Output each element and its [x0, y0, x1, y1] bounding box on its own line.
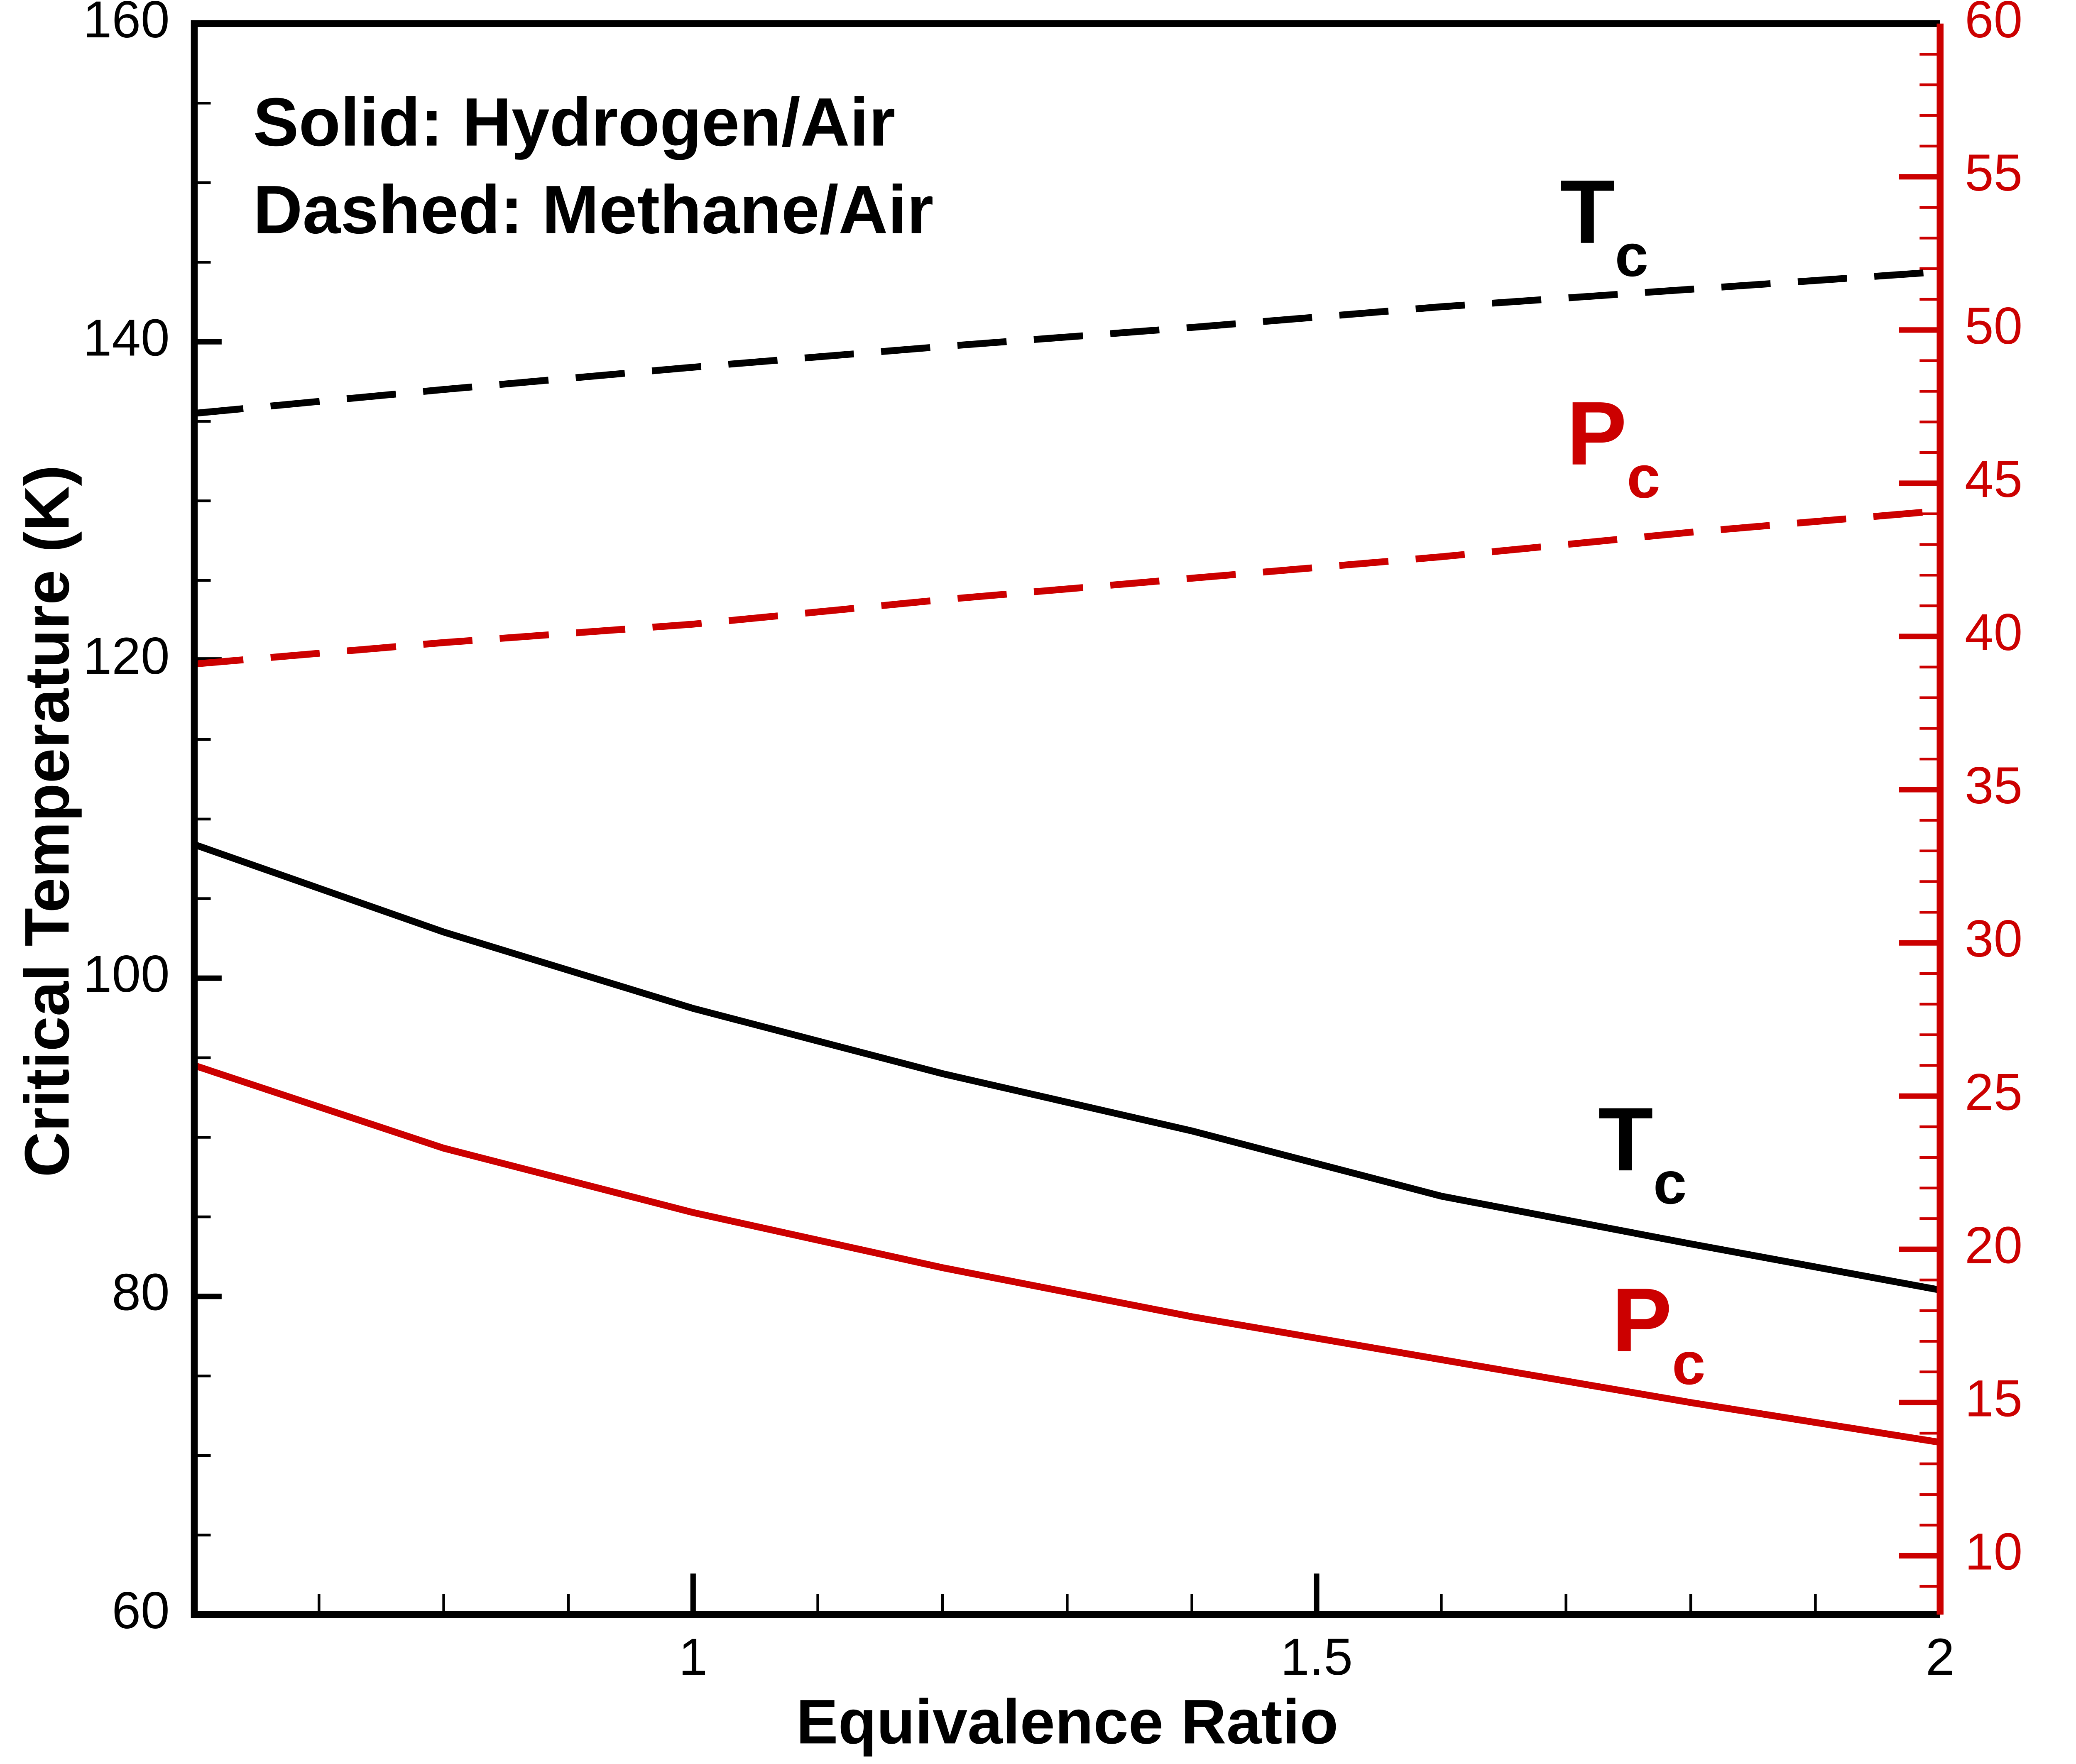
line-series — [193, 1062, 1941, 1446]
curve-label-main: T — [1598, 1089, 1653, 1190]
y2-tick-label: 45 — [1965, 450, 2022, 508]
y2-tick-label: 40 — [1965, 603, 2022, 661]
line-series — [194, 507, 1941, 668]
curve-label: Pc — [1567, 383, 1660, 511]
line-series — [193, 841, 1941, 1294]
y2-tick-label: 60 — [1965, 0, 2022, 49]
y-tick-label: 120 — [83, 627, 170, 685]
y2-tick-label: 30 — [1965, 910, 2022, 968]
curve-label-sub: c — [1627, 443, 1660, 511]
annotation: Dashed: Methane/Air — [253, 171, 934, 248]
x-axis-title: Equivalence Ratio — [796, 1687, 1338, 1757]
y-tick-label: 100 — [83, 945, 170, 1003]
curve-label: Tc — [1560, 161, 1648, 289]
curve-label-sub: c — [1672, 1330, 1706, 1397]
curve-label: Tc — [1598, 1089, 1687, 1217]
y2-tick-label: 10 — [1965, 1522, 2022, 1581]
x-tick-label: 1 — [678, 1628, 708, 1686]
y-tick-label: 80 — [112, 1263, 169, 1321]
y-tick-label: 140 — [83, 308, 170, 367]
line-series — [194, 268, 1941, 417]
y2-tick-label: 55 — [1965, 144, 2022, 202]
x-tick-label: 1.5 — [1280, 1628, 1353, 1686]
y2-tick-label: 35 — [1965, 756, 2022, 815]
y2-tick-label: 20 — [1965, 1216, 2022, 1274]
y-tick-label: 60 — [112, 1581, 169, 1639]
y2-tick-label: 25 — [1965, 1063, 2022, 1121]
y2-tick-label: 50 — [1965, 297, 2022, 355]
y2-tick-label: 15 — [1965, 1369, 2022, 1427]
axis-frame — [191, 20, 1940, 1618]
curve-label-sub: c — [1615, 222, 1648, 289]
curve-label-main: P — [1567, 383, 1627, 484]
x-tick-label: 2 — [1926, 1628, 1955, 1686]
y2-axis-title: Critical Pressure (atm) — [2067, 485, 2076, 1157]
curve-label-main: T — [1560, 161, 1615, 262]
curve-label-main: P — [1612, 1270, 1672, 1371]
curve-label: Pc — [1612, 1270, 1706, 1397]
curve-label-sub: c — [1653, 1149, 1687, 1216]
y-tick-label: 160 — [83, 0, 170, 49]
y-axis-title: Critical Temperature (K) — [12, 465, 82, 1177]
annotation: Solid: Hydrogen/Air — [253, 84, 896, 160]
